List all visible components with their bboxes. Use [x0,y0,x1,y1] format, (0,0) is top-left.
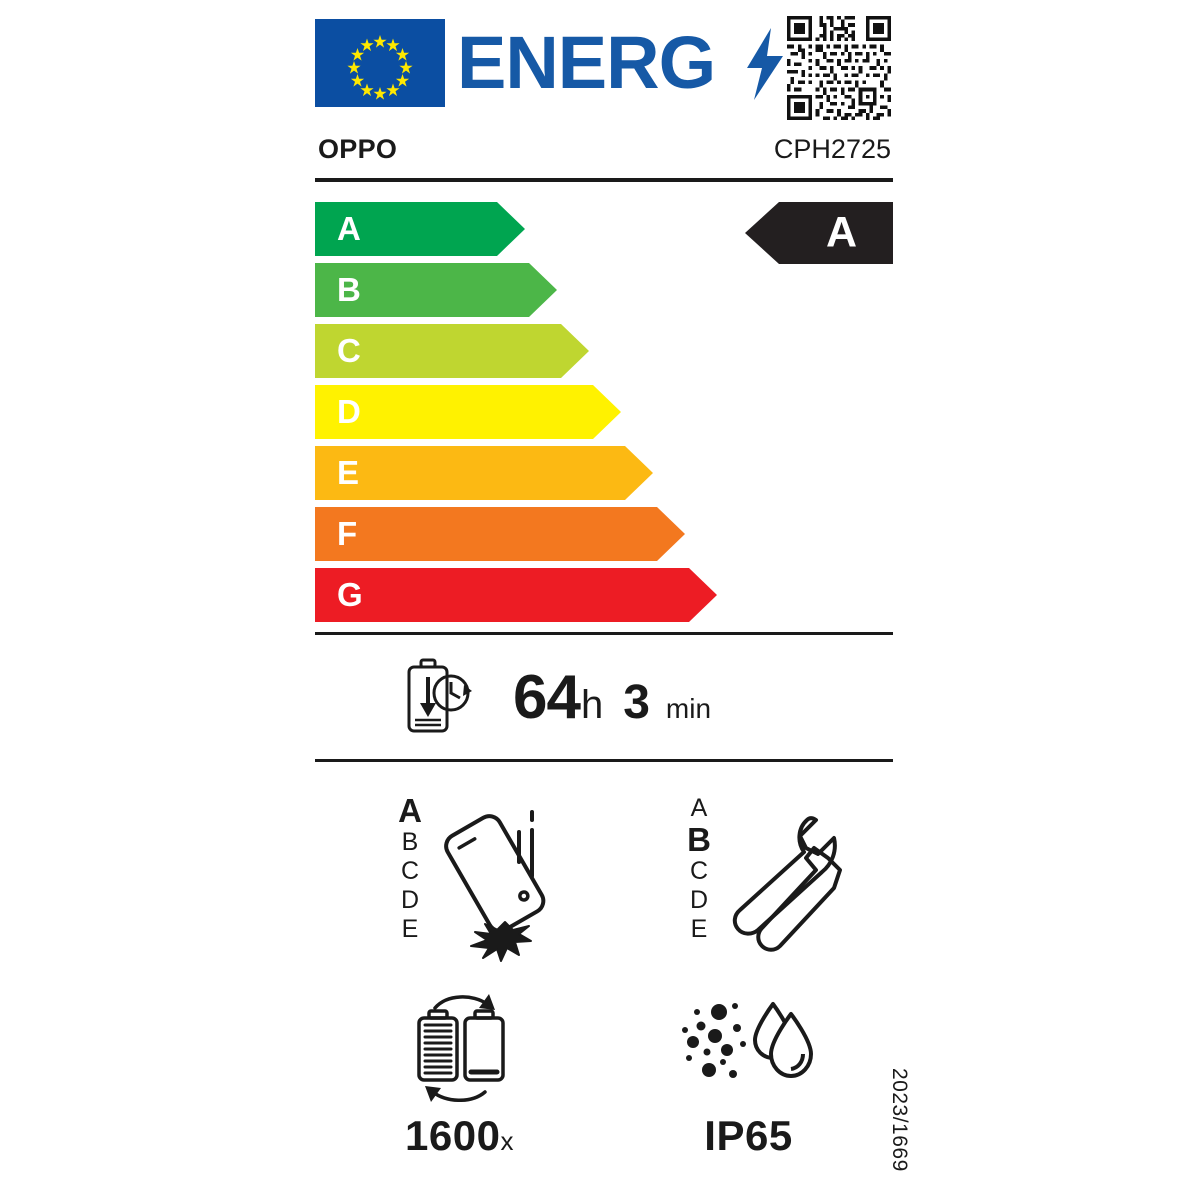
grade-row-a: A [315,202,893,256]
grade-arrow-b [315,263,557,317]
grade-row-g: G [315,568,893,622]
battery-life-hours: 64 [513,662,581,732]
wrench-screwdriver-icon [724,798,854,968]
grade-letter-g: G [337,576,363,613]
lightning-bolt-icon [745,28,785,100]
energ-wordmark: ENERG [457,21,716,104]
phone-drop-icon [435,798,565,968]
drop-class-a: A [398,792,422,829]
brand-name: OPPO [318,134,398,164]
drop-class-b: B [401,828,419,856]
grade-arrow-d [315,385,621,439]
repair-class-e: E [690,915,708,943]
features-row-top: A B C D E [315,780,893,980]
dust-water-icon [679,990,819,1099]
battery-cycles-suffix: x [500,1126,514,1156]
grade-bar-c: C [315,324,893,378]
brand-model-row: OPPO CPH2725 [315,132,893,182]
features-section: A B C D E [315,762,893,1176]
grade-row-b: B [315,263,893,317]
repair-class-b: B [687,821,711,858]
divider-top [315,632,893,635]
energy-class-scale: A B C D [315,202,893,632]
grade-bar-e: E [315,446,893,500]
battery-life-minutes: 3 [623,675,650,729]
label-header: ENERG [315,14,893,120]
battery-life-section: 64 h 3 min [315,635,893,759]
grade-arrow-c [315,324,589,378]
battery-life-hours-unit: h [580,682,604,727]
grade-bar-b: B [315,263,893,317]
ip-rating-number: IP65 [704,1112,793,1159]
battery-cycle-icon [401,990,519,1107]
features-row-bottom: 1600x [315,980,893,1176]
model-name: CPH2725 [773,134,891,164]
grade-bar-d: D [315,385,893,439]
grade-arrow-g [315,568,717,622]
repair-class-d: D [689,886,709,914]
ingress-protection-value: IP65 [704,1112,792,1160]
grade-arrow-a [315,202,525,256]
ingress-protection-cell: IP65 [604,980,893,1176]
battery-cycles-value: 1600x [405,1112,514,1160]
drop-resistance-class-stack: A B C D E [393,794,427,944]
energy-class-badge: A [745,202,893,264]
grade-row-f: F [315,507,893,561]
grade-row-c: C [315,324,893,378]
drop-class-e: E [401,915,419,943]
regulation-number: 2023/1669 [888,1068,911,1172]
grade-letter-e: E [337,454,360,491]
drop-resistance-cell: A B C D E [315,780,604,980]
battery-cycles-number: 1600 [405,1112,501,1159]
grade-letter-c: C [337,332,361,369]
drop-class-d: D [400,886,420,914]
drop-class-c: C [400,857,420,885]
qr-code-icon [785,16,893,120]
divider-bottom [315,759,893,762]
repair-class-c: C [689,857,709,885]
grade-bar-g: G [315,568,893,622]
grade-row-d: D [315,385,893,439]
battery-life-minutes-unit: min [665,692,712,724]
grade-letter-d: D [337,393,361,430]
grade-row-e: E [315,446,893,500]
battery-clock-icon [401,657,473,737]
grade-arrow-f [315,507,685,561]
repair-class-a: A [690,794,708,822]
energy-label: ENERG [315,14,911,1186]
energy-class-value: A [825,208,857,257]
battery-life-value: 64 h 3 min [513,662,711,733]
grade-letter-f: F [337,515,358,552]
repairability-class-stack: A B C D E [682,794,716,944]
eu-flag-icon [315,19,445,107]
repairability-cell: A B C D E [604,780,893,980]
grade-arrow-e [315,446,653,500]
grade-letter-a: A [337,210,361,247]
battery-cycles-cell: 1600x [315,980,604,1176]
grade-bar-f: F [315,507,893,561]
grade-bar-a: A [315,202,893,256]
grade-letter-b: B [337,271,361,308]
